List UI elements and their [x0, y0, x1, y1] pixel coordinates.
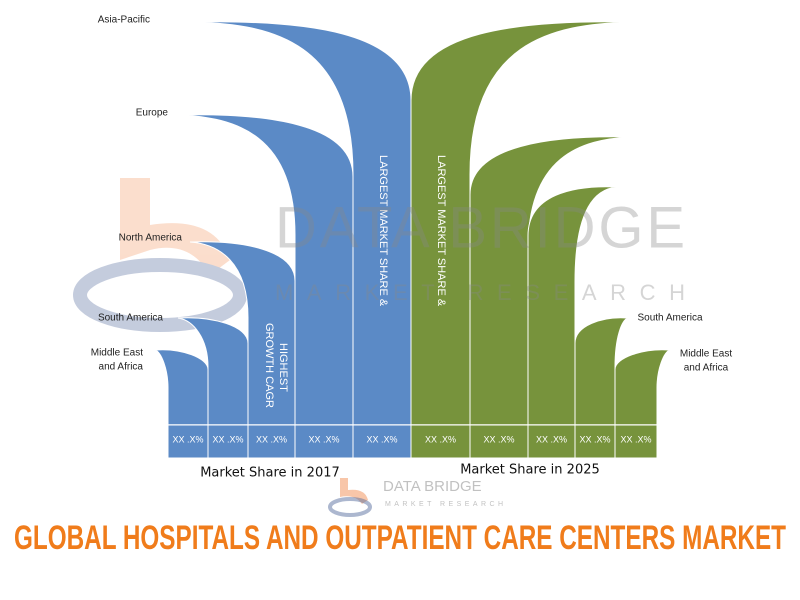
cell-label: XX .X% [366, 434, 397, 444]
growth-label: GROWTH CAGR [263, 323, 275, 408]
small-logo [340, 478, 368, 504]
region-label: Middle East [680, 349, 732, 360]
region-label: Europe [136, 108, 169, 119]
cell [469, 424, 529, 459]
blade [469, 136, 633, 459]
blade [527, 186, 618, 459]
growth-label: HIGHEST [277, 343, 289, 392]
cell-label: XX .X% [172, 434, 203, 444]
cell [247, 424, 296, 459]
cell-label: XX .X% [308, 434, 339, 444]
cell-label: XX .X% [212, 434, 243, 444]
blade [189, 241, 296, 459]
vertical-label: LARGEST MARKET SHARE & [377, 155, 389, 307]
blade [192, 21, 412, 459]
region-label: and Africa [684, 363, 729, 374]
region-label: Asia-Pacific [98, 15, 150, 26]
region-label: South America [637, 313, 702, 324]
region-label: South America [98, 313, 163, 324]
title: GLOBAL HOSPITALS AND OUTPATIENT CARE CEN… [14, 519, 786, 557]
logo-ring [73, 258, 247, 332]
small-logo-name: DATA BRIDGE [383, 478, 482, 495]
watermark-tagline: MARKET RESEARCH [275, 280, 685, 305]
cell-label: XX .X% [425, 434, 456, 444]
cell-label: XX .X% [620, 434, 651, 444]
watermark [73, 178, 247, 332]
cell-label: XX .X% [536, 434, 567, 444]
cell [614, 424, 658, 459]
cell [574, 424, 616, 459]
cell-label: XX .X% [579, 434, 610, 444]
watermark-name: DATA BRIDGE [275, 195, 685, 260]
region-label: Middle East [91, 348, 143, 359]
small-logo-ring [328, 497, 372, 517]
cell [294, 424, 354, 459]
blade [410, 21, 633, 459]
cell-label: XX .X% [256, 434, 287, 444]
cell [207, 424, 249, 459]
region-label: and Africa [99, 362, 144, 373]
blade [177, 317, 249, 459]
cell [527, 424, 576, 459]
blade [177, 114, 354, 459]
cell [167, 424, 209, 459]
caption: Market Share in 2017 [200, 466, 340, 481]
logo-mark [120, 178, 230, 275]
cell [410, 424, 471, 459]
caption: Market Share in 2025 [460, 463, 600, 478]
small-logo-tagline: MARKET RESEARCH [385, 501, 503, 508]
cell-label: XX .X% [483, 434, 514, 444]
vertical-label: LARGEST MARKET SHARE & [435, 155, 447, 307]
region-label: North America [119, 233, 183, 244]
